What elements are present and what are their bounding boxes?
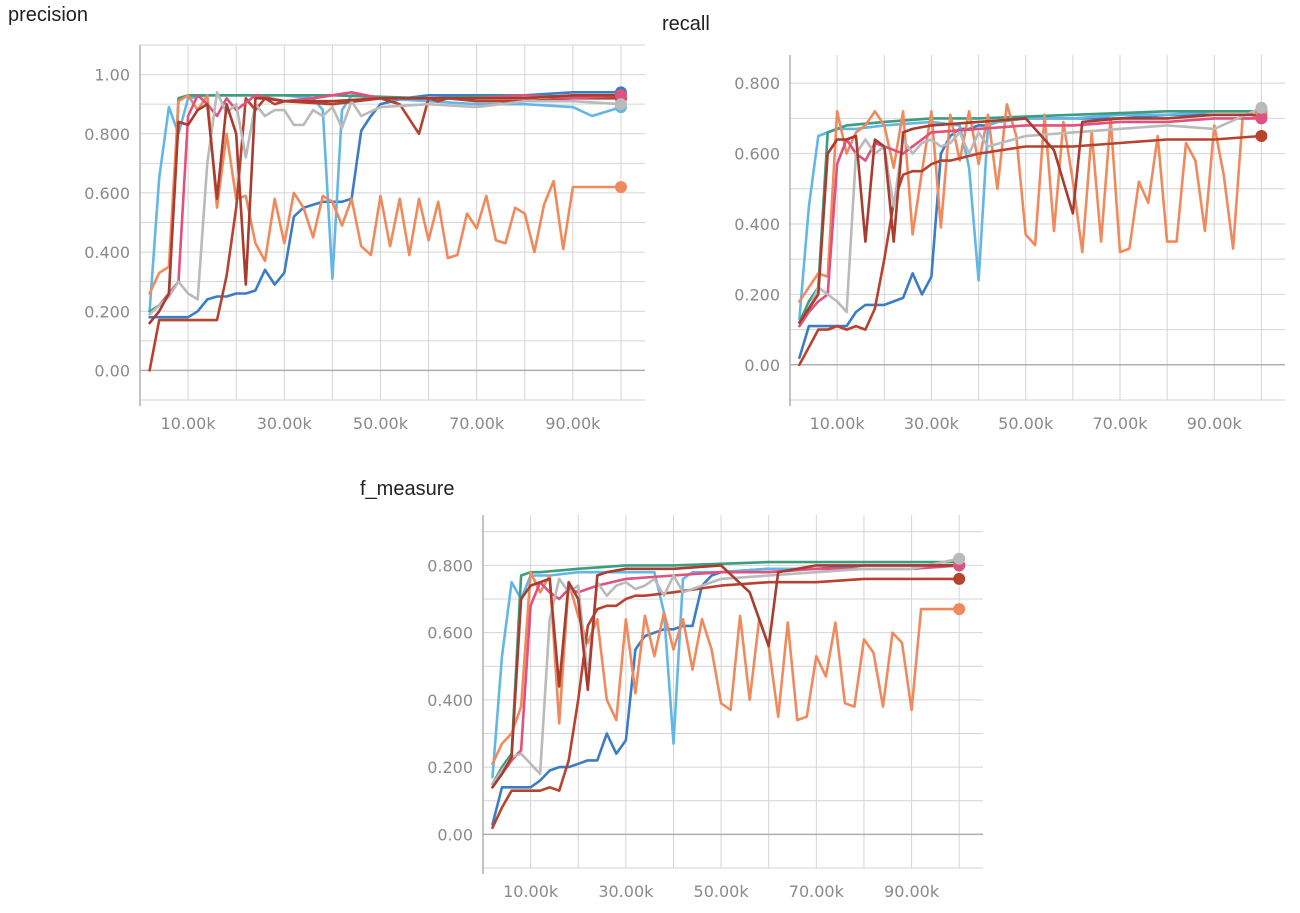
y-tick-label: 0.00 — [744, 356, 780, 375]
series-end-marker-run-gray — [953, 552, 966, 565]
y-tick-label: 0.400 — [84, 243, 130, 262]
series-end-marker-run-gray — [1255, 101, 1268, 114]
y-tick-label: 0.800 — [427, 556, 473, 575]
series-line-run-blue — [491, 564, 961, 826]
series-end-marker-run-pink — [614, 89, 627, 102]
x-tick-label: 30.00k — [598, 882, 654, 901]
recall-chart-title: recall — [662, 13, 710, 35]
recall-series-group — [798, 101, 1268, 367]
x-tick-label: 30.00k — [904, 414, 960, 433]
series-line-run-pink — [148, 91, 623, 316]
series-end-marker-run-dark-red — [953, 572, 966, 585]
series-line-run-red — [798, 113, 1263, 324]
series-line-run-red — [148, 94, 623, 325]
series-line-run-dark-red — [491, 577, 961, 830]
f-measure-gridlines — [483, 515, 983, 869]
series-line-run-pink — [798, 117, 1263, 328]
f-measure-chart-title: f_measure — [360, 478, 455, 500]
precision-series-group — [148, 86, 627, 372]
series-end-marker-run-orange — [953, 603, 966, 616]
f-measure-chart: f_measure 0.00 0.200 0.400 0.600 0.800 10.00k 3… — [360, 478, 983, 901]
f-measure-series-group — [491, 552, 966, 830]
y-tick-label: 0.800 — [734, 74, 780, 93]
x-tick-label: 90.00k — [884, 882, 940, 901]
series-line-run-orange — [148, 94, 623, 295]
x-tick-label: 10.00k — [161, 414, 217, 433]
precision-chart-title: precision — [8, 4, 88, 26]
series-line-run-gray — [491, 557, 961, 786]
series-end-marker-run-dark-red — [1255, 129, 1268, 142]
series-line-run-gray — [148, 91, 623, 316]
x-tick-label: 70.00k — [789, 882, 845, 901]
y-tick-label: 0.00 — [437, 825, 473, 844]
y-tick-label: 0.800 — [84, 125, 130, 144]
y-tick-label: 0.400 — [734, 215, 780, 234]
y-tick-label: 0.400 — [427, 691, 473, 710]
precision-chart: precision 0.00 0.200 0.400 0.600 0.800 1.00 10.… — [8, 4, 645, 433]
x-tick-label: 50.00k — [998, 414, 1054, 433]
series-end-marker-run-gray — [614, 98, 627, 111]
x-tick-label: 50.00k — [353, 414, 409, 433]
y-tick-label: 0.600 — [427, 624, 473, 643]
x-tick-label: 30.00k — [257, 414, 313, 433]
series-line-run-teal — [491, 560, 961, 786]
series-line-run-red — [491, 564, 961, 789]
series-line-run-orange — [491, 570, 961, 766]
y-tick-label: 0.200 — [734, 285, 780, 304]
y-tick-label: 1.00 — [94, 66, 130, 85]
recall-chart: recall 0.00 0.200 0.400 0.600 0.800 10.00k 30.0… — [662, 13, 1285, 433]
x-tick-label: 10.00k — [810, 414, 866, 433]
series-line-run-dark-red — [798, 134, 1263, 367]
series-line-run-light-blue — [148, 94, 623, 313]
series-line-run-dark-red — [148, 97, 623, 372]
y-tick-label: 0.00 — [94, 361, 130, 380]
x-tick-label: 90.00k — [1187, 414, 1243, 433]
y-tick-label: 0.200 — [427, 758, 473, 777]
series-end-marker-run-pink — [1255, 112, 1268, 125]
y-tick-label: 0.600 — [84, 184, 130, 203]
y-tick-label: 0.200 — [84, 302, 130, 321]
x-tick-label: 50.00k — [694, 882, 750, 901]
series-line-run-teal — [148, 94, 623, 313]
series-line-run-blue — [148, 91, 623, 319]
series-end-marker-run-orange — [614, 181, 627, 193]
x-tick-label: 90.00k — [545, 414, 601, 433]
x-tick-label: 70.00k — [449, 414, 505, 433]
series-line-run-gray — [798, 106, 1263, 324]
series-line-run-orange — [798, 103, 1263, 303]
x-tick-label: 70.00k — [1092, 414, 1148, 433]
x-tick-label: 10.00k — [503, 882, 559, 901]
y-tick-label: 0.600 — [734, 145, 780, 164]
